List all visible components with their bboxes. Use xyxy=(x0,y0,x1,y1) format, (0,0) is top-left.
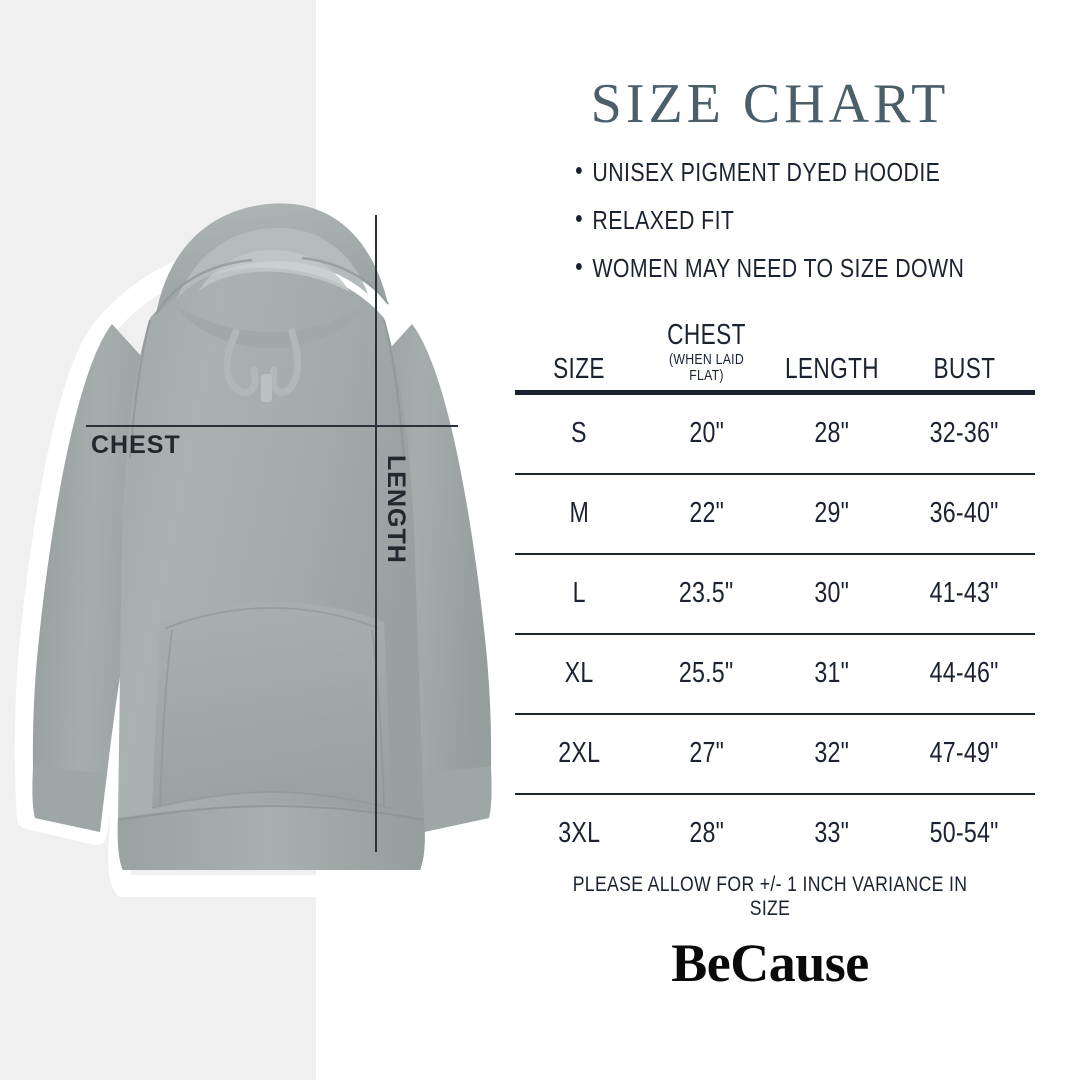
bullet-icon xyxy=(576,215,582,222)
table-row-divider xyxy=(515,632,1035,635)
hoodie-drawstring-right xyxy=(269,328,302,396)
column-header-chest-label: CHEST xyxy=(667,319,746,351)
product-feature-list: UNISEX PIGMENT DYED HOODIE RELAXED FIT W… xyxy=(576,157,1050,301)
feature-text: UNISEX PIGMENT DYED HOODIE xyxy=(592,157,941,187)
cell-size: 3XL xyxy=(558,817,600,850)
hoodie-product-image xyxy=(0,118,512,908)
hoodie-left-shoulder-seam xyxy=(128,319,152,459)
length-measurement-line xyxy=(375,215,377,852)
table-row-divider xyxy=(515,472,1035,475)
table-header-row: SIZE CHEST (WHEN LAID FLAT) LENGTH BUST xyxy=(515,320,1035,384)
bullet-icon xyxy=(576,167,582,174)
cell-length: 30" xyxy=(814,577,850,610)
column-header-chest-subtitle: (WHEN LAID FLAT) xyxy=(669,351,744,385)
cell-size: L xyxy=(572,577,586,610)
feature-text: RELAXED FIT xyxy=(592,205,735,235)
size-chart-column: SIZE CHART UNISEX PIGMENT DYED HOODIE RE… xyxy=(510,0,1050,1080)
cell-chest: 28" xyxy=(689,817,724,850)
cell-bust: 41-43" xyxy=(929,577,999,610)
length-measurement-label: LENGTH xyxy=(382,455,410,564)
column-header-size: SIZE xyxy=(515,352,643,385)
bullet-icon xyxy=(576,263,582,270)
hoodie-hood-edge-right xyxy=(301,256,389,305)
table-row-divider xyxy=(515,712,1035,715)
cell-size: S xyxy=(571,417,587,450)
page-title: SIZE CHART xyxy=(590,73,950,135)
column-header-chest: CHEST (WHEN LAID FLAT) xyxy=(643,320,770,384)
table-row: XL 25.5" 31" 44-46" xyxy=(515,635,1035,713)
table-row: M 22" 29" 36-40" xyxy=(515,475,1035,553)
cell-bust: 50-54" xyxy=(929,817,999,850)
chest-measurement-line xyxy=(86,425,458,427)
column-header-bust-label: BUST xyxy=(933,352,996,385)
cell-chest: 20" xyxy=(689,417,724,450)
table-row: S 20" 28" 32-36" xyxy=(515,395,1035,473)
table-row: 3XL 28" 33" 50-54" xyxy=(515,795,1035,873)
cell-length: 29" xyxy=(814,497,850,530)
hoodie-left-cuff xyxy=(32,766,107,832)
cell-size: 2XL xyxy=(558,737,600,770)
hoodie-hem-seam xyxy=(117,804,425,821)
hoodie-pocket-bottom-seam xyxy=(151,791,393,809)
table-header-rule xyxy=(515,389,1035,395)
cell-chest: 23.5" xyxy=(679,577,734,610)
feature-text: WOMEN MAY NEED TO SIZE DOWN xyxy=(592,253,965,283)
hoodie-pocket-topstitch xyxy=(165,607,379,629)
cell-chest: 25.5" xyxy=(679,657,734,690)
cell-length: 28" xyxy=(814,417,850,450)
cell-length: 31" xyxy=(814,657,850,690)
hoodie-pocket-right-opening xyxy=(371,629,385,807)
hoodie-neckline xyxy=(176,304,366,348)
column-header-bust: BUST xyxy=(894,352,1035,385)
cell-length: 33" xyxy=(814,817,850,850)
table-row: 2XL 27" 32" 47-49" xyxy=(515,715,1035,793)
brand-logo: BeCause xyxy=(671,933,869,993)
cell-chest: 22" xyxy=(689,497,724,530)
hoodie-hood-lining xyxy=(176,227,368,300)
size-measurement-table: SIZE CHEST (WHEN LAID FLAT) LENGTH BUST … xyxy=(515,320,1035,873)
hoodie-hood-edge xyxy=(154,258,253,315)
cell-bust: 32-36" xyxy=(929,417,999,450)
hoodie-hem-band xyxy=(117,804,425,870)
column-header-size-label: SIZE xyxy=(553,352,605,385)
hoodie-drawstring-left xyxy=(223,328,259,396)
hoodie-kangaroo-pocket xyxy=(152,602,392,808)
chest-measurement-label: CHEST xyxy=(91,431,181,459)
table-row-divider xyxy=(515,792,1035,795)
cell-bust: 47-49" xyxy=(929,737,999,770)
cell-chest: 27" xyxy=(689,737,724,770)
cell-size: XL xyxy=(564,657,594,690)
variance-note: PLEASE ALLOW FOR +/- 1 INCH VARIANCE IN … xyxy=(510,873,1030,921)
hoodie-right-cuff xyxy=(417,766,492,832)
cell-bust: 44-46" xyxy=(929,657,999,690)
list-item: RELAXED FIT xyxy=(576,205,964,253)
variance-note-text: PLEASE ALLOW FOR +/- 1 INCH VARIANCE IN … xyxy=(572,873,968,920)
hoodie-pocket-left-opening xyxy=(159,629,173,807)
hoodie-hood xyxy=(156,203,388,314)
cell-bust: 36-40" xyxy=(929,497,999,530)
cell-length: 32" xyxy=(814,737,850,770)
list-item: WOMEN MAY NEED TO SIZE DOWN xyxy=(576,253,964,301)
column-header-length-label: LENGTH xyxy=(784,352,880,385)
cell-size: M xyxy=(569,497,589,530)
table-row: L 23.5" 30" 41-43" xyxy=(515,555,1035,633)
hoodie-right-shoulder-seam xyxy=(382,319,406,459)
hoodie-drawstring-aglet xyxy=(261,374,272,402)
list-item: UNISEX PIGMENT DYED HOODIE xyxy=(576,157,964,205)
table-row-divider xyxy=(515,552,1035,555)
column-header-length: LENGTH xyxy=(770,352,894,385)
